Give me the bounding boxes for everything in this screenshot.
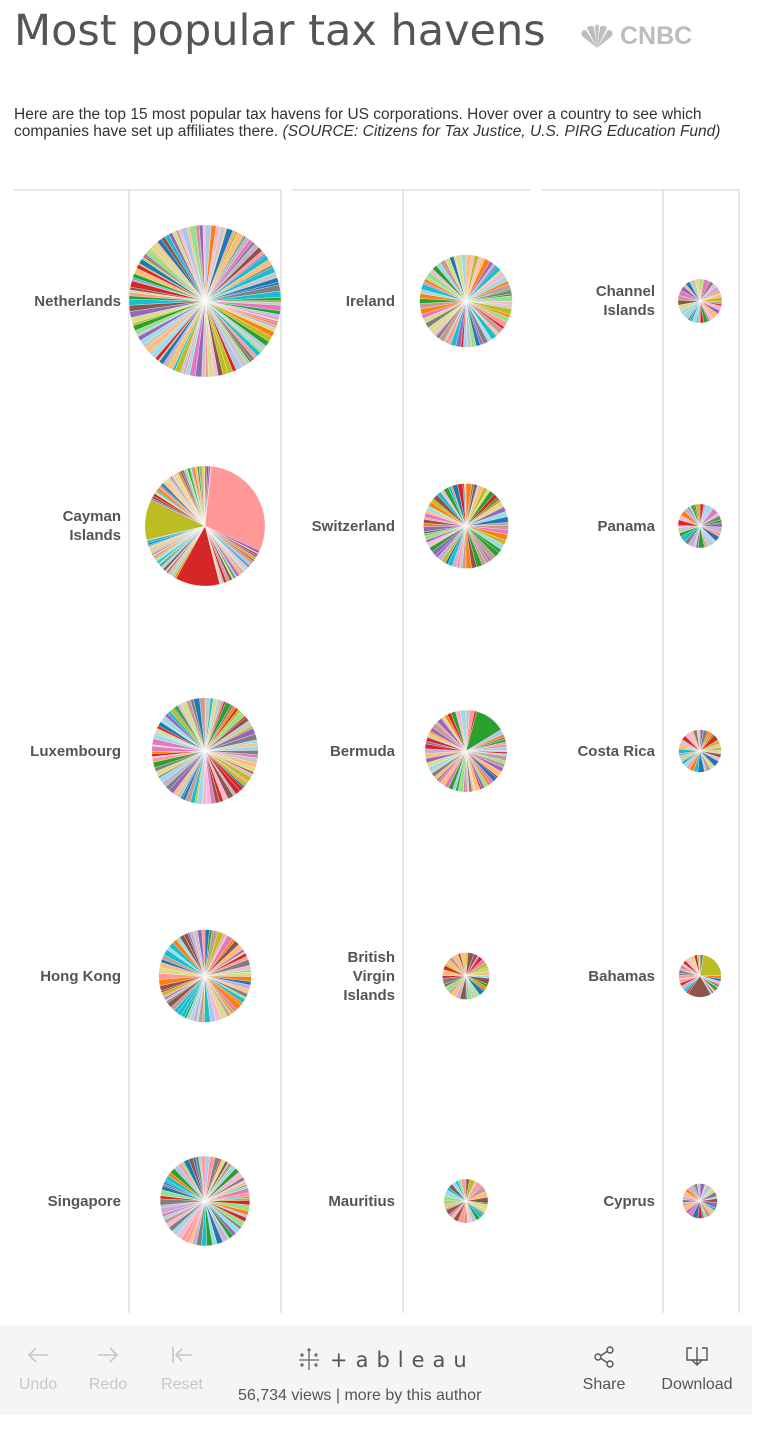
views-count[interactable]: 56,734 views | more by this author xyxy=(238,1387,482,1404)
country-label-singapore: Singapore xyxy=(48,1192,121,1211)
country-label-line: Costa Rica xyxy=(577,742,655,760)
country-label-bahamas: Bahamas xyxy=(588,967,655,986)
pie-slice[interactable] xyxy=(695,278,701,302)
country-label-ireland: Ireland xyxy=(346,292,395,311)
grid-lines xyxy=(14,189,740,1313)
country-label-line: Virgin xyxy=(352,967,395,985)
reset-label: Reset xyxy=(161,1376,203,1393)
pie-slice[interactable] xyxy=(464,483,467,527)
pie-panama[interactable] xyxy=(677,503,723,549)
country-label-line: Islands xyxy=(69,527,121,544)
tableau-logo[interactable]: +ableau xyxy=(296,1347,475,1373)
pies-layer xyxy=(128,224,723,1246)
pie-slice[interactable] xyxy=(695,503,701,527)
pie-slice[interactable] xyxy=(460,254,467,302)
description-text: Here are the top 15 most popular tax hav… xyxy=(14,106,702,140)
pie-slice[interactable] xyxy=(204,466,266,551)
country-label-line: Netherlands xyxy=(34,292,121,310)
pie-luxembourg[interactable] xyxy=(151,697,259,805)
tableau-wordmark: +ableau xyxy=(330,1348,475,1372)
country-label-mauritius: Mauritius xyxy=(328,1192,395,1211)
pie-singapore[interactable] xyxy=(160,1156,250,1246)
country-label-line: Hong Kong xyxy=(40,967,121,985)
pie-bermuda[interactable] xyxy=(424,709,508,793)
country-label-line: Luxembourg xyxy=(30,742,121,760)
country-label-line: Cyprus xyxy=(603,1192,655,1210)
pie-slice[interactable] xyxy=(460,709,467,752)
source-note: (SOURCE: Citizens for Tax Justice, U.S. … xyxy=(282,123,721,140)
pie-slice[interactable] xyxy=(202,224,206,302)
undo-label: Undo xyxy=(18,1376,58,1393)
pie-slice[interactable] xyxy=(460,1178,467,1202)
arrow-right-icon xyxy=(98,1347,119,1363)
country-label-line: Singapore xyxy=(47,1192,121,1210)
chart-description: Here are the top 15 most popular tax hav… xyxy=(14,106,742,140)
pie-switzerland[interactable] xyxy=(423,483,509,569)
peacock-icon xyxy=(581,24,613,48)
country-label-cyprus: Cyprus xyxy=(603,1192,655,1211)
country-label-hong-kong: Hong Kong xyxy=(40,967,121,986)
pie-cayman-islands[interactable] xyxy=(144,465,266,587)
country-label-panama: Panama xyxy=(597,517,655,536)
arrow-left-icon xyxy=(27,1347,48,1363)
country-label-line: Ireland xyxy=(345,292,395,310)
pie-slice[interactable] xyxy=(699,954,722,977)
pie-slice[interactable] xyxy=(203,465,206,527)
pie-chart-grid xyxy=(14,189,740,1313)
country-label-line: Panama xyxy=(597,517,655,535)
download-button[interactable]: Download xyxy=(654,1345,740,1394)
country-label-british-virgin-islands: British Virgin Islands xyxy=(343,948,395,1005)
reset-icon xyxy=(172,1347,192,1363)
country-label-luxembourg: Luxembourg xyxy=(30,742,121,761)
download-icon xyxy=(686,1347,708,1366)
country-label-line: Bahamas xyxy=(588,967,655,985)
country-label-bermuda: Bermuda xyxy=(330,742,395,761)
country-label-line: Cayman xyxy=(62,508,121,525)
tableau-toolbar: Undo Redo Reset +ableau 56,734 views | m… xyxy=(0,1325,752,1415)
country-label-line: British xyxy=(347,948,395,966)
country-label-line: Mauritius xyxy=(328,1192,395,1210)
pie-slice[interactable] xyxy=(696,729,701,752)
country-label-line: Islands xyxy=(343,986,395,1004)
pie-bahamas[interactable] xyxy=(678,954,722,998)
pie-slice[interactable] xyxy=(460,952,467,977)
pie-ireland[interactable] xyxy=(419,254,513,348)
tableau-cross-icon xyxy=(299,1348,319,1370)
share-icon xyxy=(594,1346,614,1368)
cnbc-logo-text: CNBC xyxy=(620,22,693,50)
pie-slice[interactable] xyxy=(199,697,206,752)
country-label-line: Channel xyxy=(595,283,655,300)
pie-channel-islands[interactable] xyxy=(677,278,723,324)
country-label-channel-islands: Channel Islands xyxy=(596,282,655,320)
pie-slice[interactable] xyxy=(200,1156,206,1202)
country-label-line: Switzerland xyxy=(311,517,395,535)
redo-label: Redo xyxy=(88,1376,128,1393)
pie-british-virgin-islands[interactable] xyxy=(442,952,490,1000)
country-label-netherlands: Netherlands xyxy=(34,292,121,311)
pie-cyprus[interactable] xyxy=(682,1183,718,1219)
undo-button[interactable]: Undo xyxy=(14,1345,62,1394)
pie-slice[interactable] xyxy=(698,954,701,977)
share-button[interactable]: Share xyxy=(574,1345,634,1394)
download-label: Download xyxy=(661,1376,733,1393)
cnbc-logo: CNBC xyxy=(578,22,692,51)
country-label-switzerland: Switzerland xyxy=(312,517,395,536)
pie-netherlands[interactable] xyxy=(128,224,282,378)
redo-button[interactable]: Redo xyxy=(84,1345,132,1394)
share-label: Share xyxy=(582,1376,626,1393)
country-label-cayman-islands: Cayman Islands xyxy=(63,507,121,545)
pie-slice[interactable] xyxy=(697,1183,701,1202)
reset-button[interactable]: Reset xyxy=(156,1345,208,1394)
pie-costa-rica[interactable] xyxy=(678,729,722,773)
pie-hong-kong[interactable] xyxy=(158,929,252,1023)
page-title: Most popular tax havens xyxy=(14,6,546,56)
pie-mauritius[interactable] xyxy=(443,1178,489,1224)
pie-slice[interactable] xyxy=(201,929,206,977)
country-label-line: Bermuda xyxy=(329,742,395,760)
country-label-costa-rica: Costa Rica xyxy=(577,742,655,761)
country-label-line: Islands xyxy=(603,302,655,319)
